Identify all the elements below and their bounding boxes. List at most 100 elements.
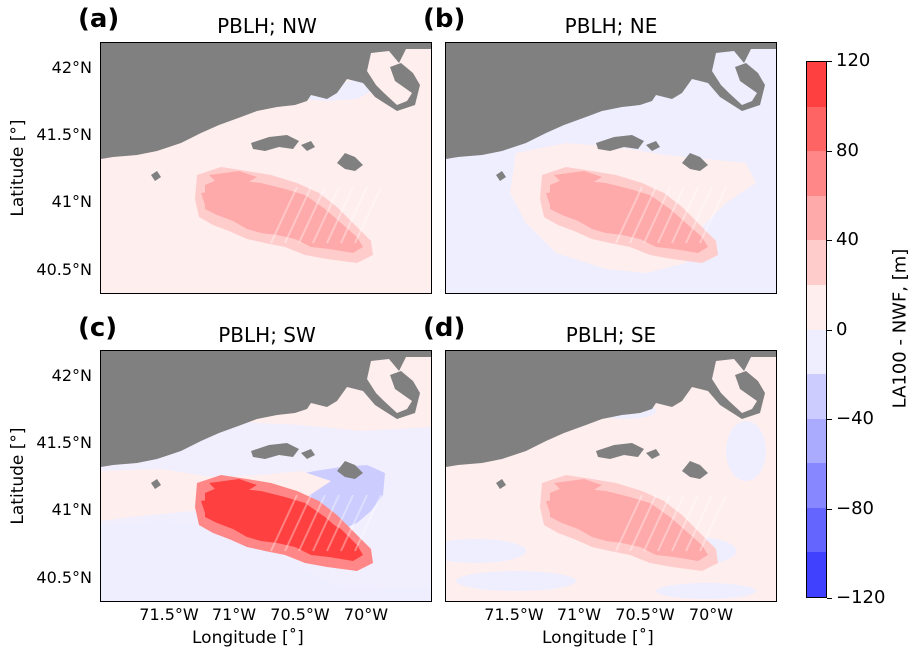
- wind-farm-cluster: [205, 179, 363, 253]
- turbine-stripe: [270, 186, 298, 244]
- island: [151, 171, 161, 181]
- panel-title-b: PBLH; NE: [564, 14, 658, 38]
- turbine-stripe: [629, 186, 657, 244]
- turbine-stripe: [657, 494, 685, 552]
- colorbar-segment: [807, 507, 826, 553]
- turbine-stripe: [643, 494, 671, 552]
- island: [183, 109, 188, 119]
- wind-farm-cluster-west: [201, 189, 233, 205]
- colorbar: [806, 61, 827, 598]
- turbine-stripe: [326, 494, 354, 552]
- colorbar-tick-label: 40: [836, 229, 859, 250]
- y-axis-label-top: Latitude [°]: [8, 119, 28, 217]
- colorbar-segment: [807, 552, 826, 597]
- x-axis-label-left: Longitude [˚]: [192, 628, 304, 648]
- map-panel-b: [445, 42, 777, 294]
- island: [189, 437, 192, 443]
- island: [193, 93, 197, 101]
- island: [534, 437, 537, 443]
- turbine-stripe: [284, 494, 312, 552]
- wind-farm-cluster: [550, 179, 708, 253]
- island: [596, 443, 644, 459]
- island: [189, 129, 192, 135]
- panel-title-d: PBLH; SE: [565, 323, 657, 347]
- colorbar-tick-mark: [827, 240, 832, 241]
- field-mottle: [656, 583, 756, 599]
- colorbar-tick-mark: [827, 61, 832, 62]
- colorbar-tick-mark: [827, 508, 832, 510]
- island: [682, 153, 708, 171]
- turbine-stripe: [671, 494, 699, 552]
- field-mottle: [446, 539, 526, 563]
- turbine-stripe: [671, 186, 699, 244]
- ytick-label: 40.5°N: [36, 568, 92, 587]
- wind-farm-cluster-west: [546, 497, 578, 513]
- island: [496, 171, 506, 181]
- island: [538, 401, 542, 409]
- map-svg-d: [446, 351, 776, 601]
- xtick-label: 70°W: [343, 605, 389, 624]
- island: [301, 449, 315, 459]
- colorbar-segment: [807, 106, 826, 152]
- turbine-stripe: [699, 494, 727, 552]
- xtick-label: 70°W: [688, 605, 734, 624]
- island: [337, 153, 363, 171]
- panel-label-b: (b): [423, 4, 466, 34]
- colorbar-segment: [807, 329, 826, 375]
- field-mottle: [726, 421, 766, 481]
- island: [538, 93, 542, 101]
- ytick-label: 40.5°N: [36, 260, 92, 279]
- island: [528, 417, 533, 427]
- wind-farm-cluster-north: [554, 479, 602, 491]
- colorbar-segment: [807, 195, 826, 241]
- colorbar-tick-mark: [827, 329, 832, 331]
- island: [520, 117, 524, 125]
- ytick-label: 41°N: [51, 500, 92, 519]
- turbine-stripe: [354, 494, 382, 552]
- turbine-stripe: [326, 186, 354, 244]
- island: [251, 135, 299, 151]
- map-svg-a: [101, 43, 431, 293]
- turbine-stripe: [699, 186, 727, 244]
- island: [682, 461, 708, 479]
- panel-label-d: (d): [423, 313, 466, 343]
- island: [151, 479, 161, 489]
- wind-farm-cluster: [550, 487, 708, 561]
- island: [646, 141, 660, 151]
- island: [301, 141, 315, 151]
- colorbar-tick-mark: [827, 150, 832, 152]
- turbine-stripe: [615, 186, 643, 244]
- turbine-stripe: [657, 186, 685, 244]
- ytick-label: 41°N: [51, 192, 92, 211]
- colorbar-tick-label: 120: [836, 50, 871, 71]
- turbine-stripe: [643, 186, 671, 244]
- ytick-label: 42°N: [51, 58, 92, 77]
- island: [646, 449, 660, 459]
- panel-title-a: PBLH; NW: [217, 14, 317, 38]
- ytick-label: 41.5°N: [36, 125, 92, 144]
- map-panel-a: [100, 42, 432, 294]
- colorbar-tick-label: 0: [836, 318, 848, 340]
- map-svg-c: [101, 351, 431, 601]
- wind-farm-cluster-north: [554, 171, 602, 183]
- land-mass: [446, 43, 776, 159]
- map-panel-c: [100, 350, 432, 602]
- island: [251, 443, 299, 459]
- map-svg-b: [446, 43, 776, 293]
- colorbar-segment: [807, 374, 826, 420]
- xtick-label: 71°W: [211, 605, 257, 624]
- land-mass: [446, 351, 776, 467]
- colorbar-tick-mark: [827, 419, 832, 420]
- wind-farm-peak: [251, 501, 359, 555]
- xtick-label: 70.5°W: [270, 605, 330, 624]
- panel-title-c: PBLH; SW: [218, 323, 316, 347]
- field-negative-south: [101, 521, 431, 601]
- wind-farm-cluster-west: [546, 189, 578, 205]
- island: [528, 109, 533, 119]
- xtick-label: 70.5°W: [615, 605, 675, 624]
- colorbar-segment: [807, 240, 826, 286]
- turbine-stripe: [298, 186, 326, 244]
- xtick-label: 71.5°W: [139, 605, 199, 624]
- colorbar-segment: [807, 418, 826, 464]
- turbine-stripe: [685, 494, 713, 552]
